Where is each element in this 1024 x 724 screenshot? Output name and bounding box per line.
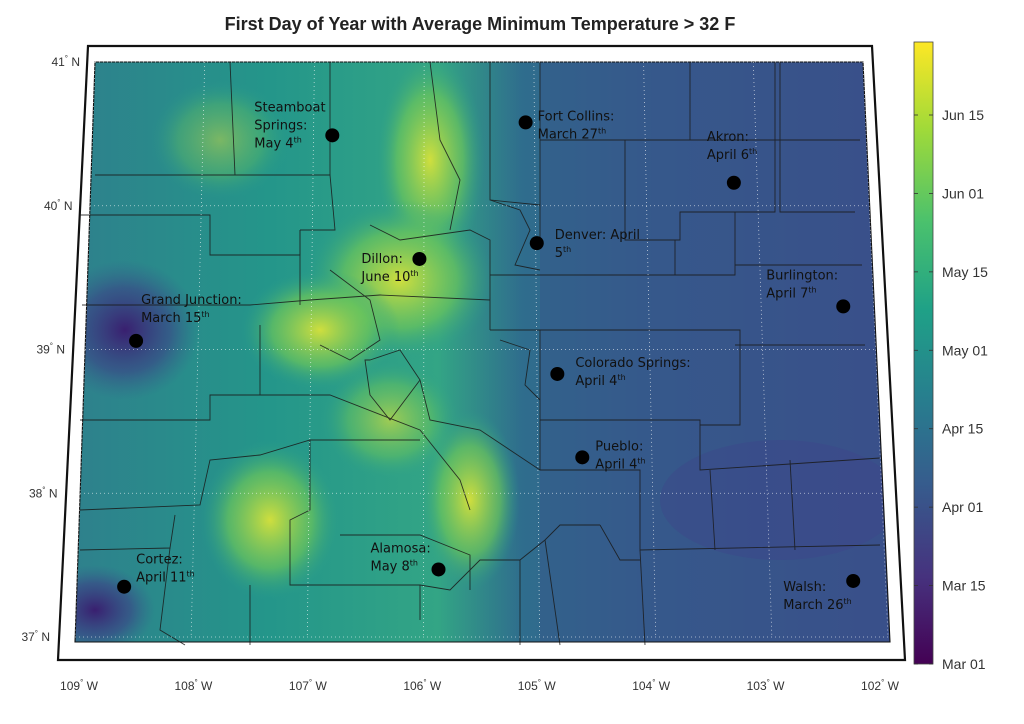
city-walsh: Walsh: March 26th [783,573,861,613]
lon-label: 103° W [747,678,786,693]
map-frame [56,44,907,662]
city-label: Burlington: [766,268,838,283]
city-label: May 8th [371,558,419,574]
lon-label: 108° W [174,678,213,693]
city-label: Dillon: [361,252,402,267]
lon-label: 109° W [60,678,99,693]
city-marker [518,115,533,130]
city-label: Cortez: [136,553,183,568]
colorbar-tick-label: May 01 [942,342,988,358]
map-title: First Day of Year with Average Minimum T… [224,14,736,34]
city-label: April 4th [575,373,625,389]
colorbar-tick-label: May 15 [942,264,988,280]
city-pueblo: Pueblo: April 4th [575,439,646,472]
city-label: March 27th [538,126,607,142]
city-cortez: Cortez: April 11th [117,553,195,594]
city-marker [846,573,861,588]
city-marker [550,366,565,381]
colorbar-tick-label: Apr 01 [942,499,983,515]
colorbar-tick-label: Mar 01 [942,656,986,672]
city-steamboat-springs: Steamboat Springs: May 4th [254,100,340,151]
lat-label: 41° N [51,54,80,69]
city-marker [129,333,144,348]
latitude-labels: 41° N 40° N 39° N 38° N 37° N [21,54,80,644]
colorbar-tick-label: Jun 15 [942,107,984,123]
city-akron: Akron: April 6th [707,130,757,190]
city-label: March 15th [141,310,210,326]
city-marker [529,236,544,251]
city-label: June 10th [360,269,418,285]
lon-label: 106° W [403,678,442,693]
city-label: Steamboat [254,100,325,115]
lon-label: 104° W [632,678,671,693]
city-label: Fort Collins: [538,109,615,124]
city-label: Colorado Springs: [575,356,690,371]
city-label: April 6th [707,147,757,163]
lon-label: 105° W [518,678,557,693]
city-label: Pueblo: [595,439,643,454]
city-grand-junction: Grand Junction: March 15th [129,293,242,348]
city-marker [325,128,340,143]
city-label: April 4th [595,456,645,472]
colorbar-tick-label: Mar 15 [942,578,986,594]
city-markers: Steamboat Springs: May 4th Fort Collins: Mar… [117,100,861,613]
city-label: Alamosa: [371,541,431,556]
city-marker [726,175,741,190]
graticule [74,61,889,638]
county-boundaries [79,61,881,646]
city-label: April 11th [136,570,195,586]
city-label: March 26th [783,597,852,613]
colorbar-tick-label: Apr 15 [942,421,983,437]
city-label: Denver: April [555,228,640,243]
city-label: Akron: [707,130,749,145]
city-marker [836,299,851,314]
lat-label: 38° N [29,485,58,500]
city-label: May 4th [254,135,302,151]
city-label: Grand Junction: [141,293,242,308]
lat-label: 37° N [21,629,50,644]
lat-label: 40° N [44,198,73,213]
longitude-labels: 109° W 108° W 107° W 106° W 105° W 104° W 103°… [60,678,900,693]
lat-label: 39° N [36,342,65,357]
city-colorado-springs: Colorado Springs: April 4th [550,356,691,389]
city-marker [431,562,446,577]
city-marker [117,579,132,594]
city-burlington: Burlington: April 7th [766,268,851,314]
city-alamosa: Alamosa: May 8th [371,541,446,577]
city-label: Springs: [254,118,307,133]
city-dillon: Dillon: June 10th [360,251,427,285]
colorbar-tick-label: Jun 01 [942,185,984,201]
colorbar: Mar 01 Mar 15 Apr 01 Apr 15 May 01 May 15 Jun … [913,41,988,672]
lon-label: 107° W [289,678,328,693]
city-fort-collins: Fort Collins: March 27th [518,109,615,142]
city-label: Walsh: [783,580,826,595]
city-marker [575,450,590,465]
temperature-field [75,62,890,642]
lon-label: 102° W [861,678,900,693]
city-marker [412,251,427,266]
city-label: April 7th [766,285,816,301]
colorbar-gradient [913,41,934,665]
